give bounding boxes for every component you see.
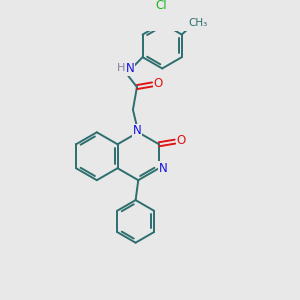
Text: CH₃: CH₃ (189, 18, 208, 28)
Text: N: N (133, 124, 141, 137)
Text: H: H (117, 64, 125, 74)
Text: Cl: Cl (155, 0, 167, 13)
Text: O: O (154, 76, 163, 90)
Text: O: O (176, 134, 186, 147)
Text: N: N (126, 62, 135, 75)
Text: N: N (159, 162, 167, 175)
